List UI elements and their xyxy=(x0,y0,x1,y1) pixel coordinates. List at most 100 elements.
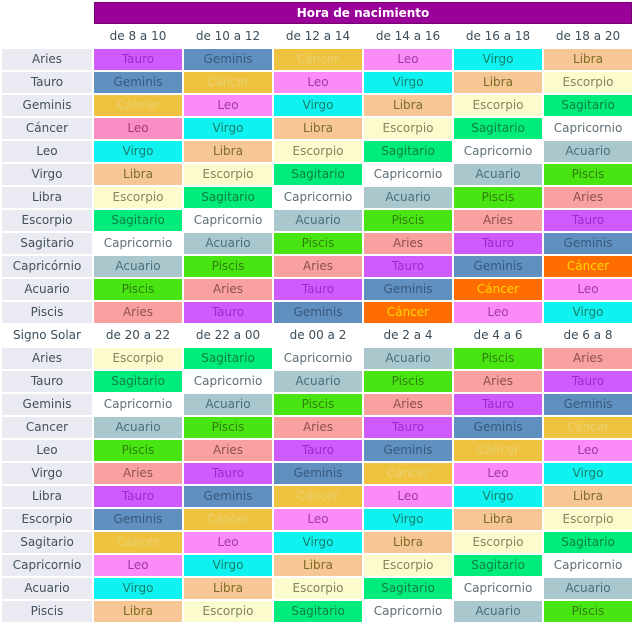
ascendant-cell: Piscis xyxy=(274,233,362,254)
ascendant-cell: Piscis xyxy=(184,417,272,438)
sun-sign-label: Piscis xyxy=(2,601,92,622)
ascendant-cell: Sagitario xyxy=(364,578,452,599)
ascendant-cell: Cáncer xyxy=(364,463,452,484)
ascendant-cell: Cáncer xyxy=(184,509,272,530)
ascendant-cell: Geminis xyxy=(274,302,362,323)
ascendant-cell: Geminis xyxy=(94,509,182,530)
ascendant-cell: Libra xyxy=(184,141,272,162)
ascendant-cell: Acuario xyxy=(274,371,362,392)
hour-header: de 6 a 8 xyxy=(544,325,632,346)
hour-header: de 10 a 12 xyxy=(184,26,272,47)
ascendant-cell: Virgo xyxy=(94,578,182,599)
ascendant-cell: Acuario xyxy=(94,256,182,277)
ascendant-cell: Virgo xyxy=(184,555,272,576)
ascendant-cell: Piscis xyxy=(94,279,182,300)
ascendant-cell: Escorpio xyxy=(454,532,542,553)
ascendant-cell: Geminis xyxy=(184,486,272,507)
ascendant-cell: Tauro xyxy=(544,371,632,392)
sun-sign-label: Aries xyxy=(2,49,92,70)
sun-sign-label: Cáncer xyxy=(2,118,92,139)
ascendant-cell: Libra xyxy=(544,49,632,70)
ascendant-cell: Piscis xyxy=(184,256,272,277)
ascendant-cell: Acuario xyxy=(184,394,272,415)
sun-sign-label: Libra xyxy=(2,486,92,507)
sun-sign-label: Leo xyxy=(2,440,92,461)
sun-sign-label: Sagitario xyxy=(2,233,92,254)
ascendant-cell: Cáncer xyxy=(454,279,542,300)
ascendant-cell: Libra xyxy=(544,486,632,507)
ascendant-cell: Sagitario xyxy=(274,164,362,185)
ascendant-cell: Escorpio xyxy=(364,118,452,139)
ascendant-cell: Capricornio xyxy=(94,233,182,254)
sun-sign-label: Virgo xyxy=(2,164,92,185)
ascendant-cell: Escorpio xyxy=(94,348,182,369)
ascendant-cell: Cáncer xyxy=(94,95,182,116)
sun-sign-label: Sagitario xyxy=(2,532,92,553)
sun-sign-label: Escorpio xyxy=(2,509,92,530)
ascendant-cell: Leo xyxy=(274,72,362,93)
sun-sign-label: Geminis xyxy=(2,95,92,116)
ascendant-cell: Piscis xyxy=(364,210,452,231)
ascendant-cell: Virgo xyxy=(544,302,632,323)
hour-header: de 8 a 10 xyxy=(94,26,182,47)
ascendant-cell: Escorpio xyxy=(184,601,272,622)
table-title: Hora de nacimiento xyxy=(94,2,632,24)
ascendant-cell: Piscis xyxy=(94,440,182,461)
sun-sign-label: Acuario xyxy=(2,279,92,300)
ascendant-cell: Acuario xyxy=(544,578,632,599)
ascendant-cell: Libra xyxy=(274,555,362,576)
ascendant-cell: Cáncer xyxy=(364,302,452,323)
ascendant-cell: Leo xyxy=(274,509,362,530)
ascendant-cell: Escorpio xyxy=(544,509,632,530)
ascendant-cell: Acuario xyxy=(364,348,452,369)
ascendant-cell: Geminis xyxy=(274,463,362,484)
ascendant-cell: Geminis xyxy=(454,256,542,277)
ascendant-cell: Geminis xyxy=(544,233,632,254)
ascendant-cell: Piscis xyxy=(544,164,632,185)
sun-sign-label: Geminis xyxy=(2,394,92,415)
ascendant-cell: Virgo xyxy=(364,509,452,530)
ascendant-grid: Hora de nacimiento de 8 a 10 de 10 a 12 de… xyxy=(2,2,632,622)
ascendant-cell: Sagitario xyxy=(454,555,542,576)
ascendant-cell: Aries xyxy=(94,463,182,484)
ascendant-cell: Cáncer xyxy=(274,486,362,507)
ascendant-cell: Capricornio xyxy=(94,394,182,415)
hour-header: de 14 a 16 xyxy=(364,26,452,47)
ascendant-cell: Capricornio xyxy=(184,210,272,231)
ascendant-cell: Escorpio xyxy=(364,555,452,576)
ascendant-cell: Leo xyxy=(544,440,632,461)
ascendant-cell: Geminis xyxy=(184,49,272,70)
ascendant-cell: Capricornio xyxy=(184,371,272,392)
ascendant-cell: Cáncer xyxy=(94,532,182,553)
ascendant-cell: Escorpio xyxy=(274,141,362,162)
ascendant-cell: Cáncer xyxy=(544,256,632,277)
ascendant-cell: Escorpio xyxy=(184,164,272,185)
ascendant-cell: Leo xyxy=(364,49,452,70)
ascendant-cell: Leo xyxy=(184,532,272,553)
ascendant-cell: Sagitario xyxy=(364,141,452,162)
ascendant-cell: Capricornio xyxy=(544,555,632,576)
ascendant-cell: Aries xyxy=(454,210,542,231)
ascendant-cell: Acuario xyxy=(94,417,182,438)
ascendant-cell: Cáncer xyxy=(454,440,542,461)
sun-sign-label: Libra xyxy=(2,187,92,208)
ascendant-cell: Leo xyxy=(364,486,452,507)
ascendant-cell: Acuario xyxy=(274,210,362,231)
hour-header: de 4 a 6 xyxy=(454,325,542,346)
ascendant-cell: Escorpio xyxy=(274,578,362,599)
ascendant-cell: Aries xyxy=(274,256,362,277)
ascendant-cell: Piscis xyxy=(454,187,542,208)
ascendant-cell: Aries xyxy=(184,440,272,461)
ascendant-cell: Geminis xyxy=(544,394,632,415)
ascendant-cell: Tauro xyxy=(274,279,362,300)
ascendant-cell: Tauro xyxy=(94,49,182,70)
ascendant-cell: Piscis xyxy=(544,601,632,622)
ascendant-cell: Sagitario xyxy=(184,187,272,208)
ascendant-cell: Piscis xyxy=(274,394,362,415)
ascendant-cell: Virgo xyxy=(454,49,542,70)
hour-header: de 16 a 18 xyxy=(454,26,542,47)
ascendant-cell: Virgo xyxy=(184,118,272,139)
ascendant-cell: Piscis xyxy=(454,348,542,369)
ascendant-cell: Aries xyxy=(544,187,632,208)
ascendant-cell: Acuario xyxy=(544,141,632,162)
